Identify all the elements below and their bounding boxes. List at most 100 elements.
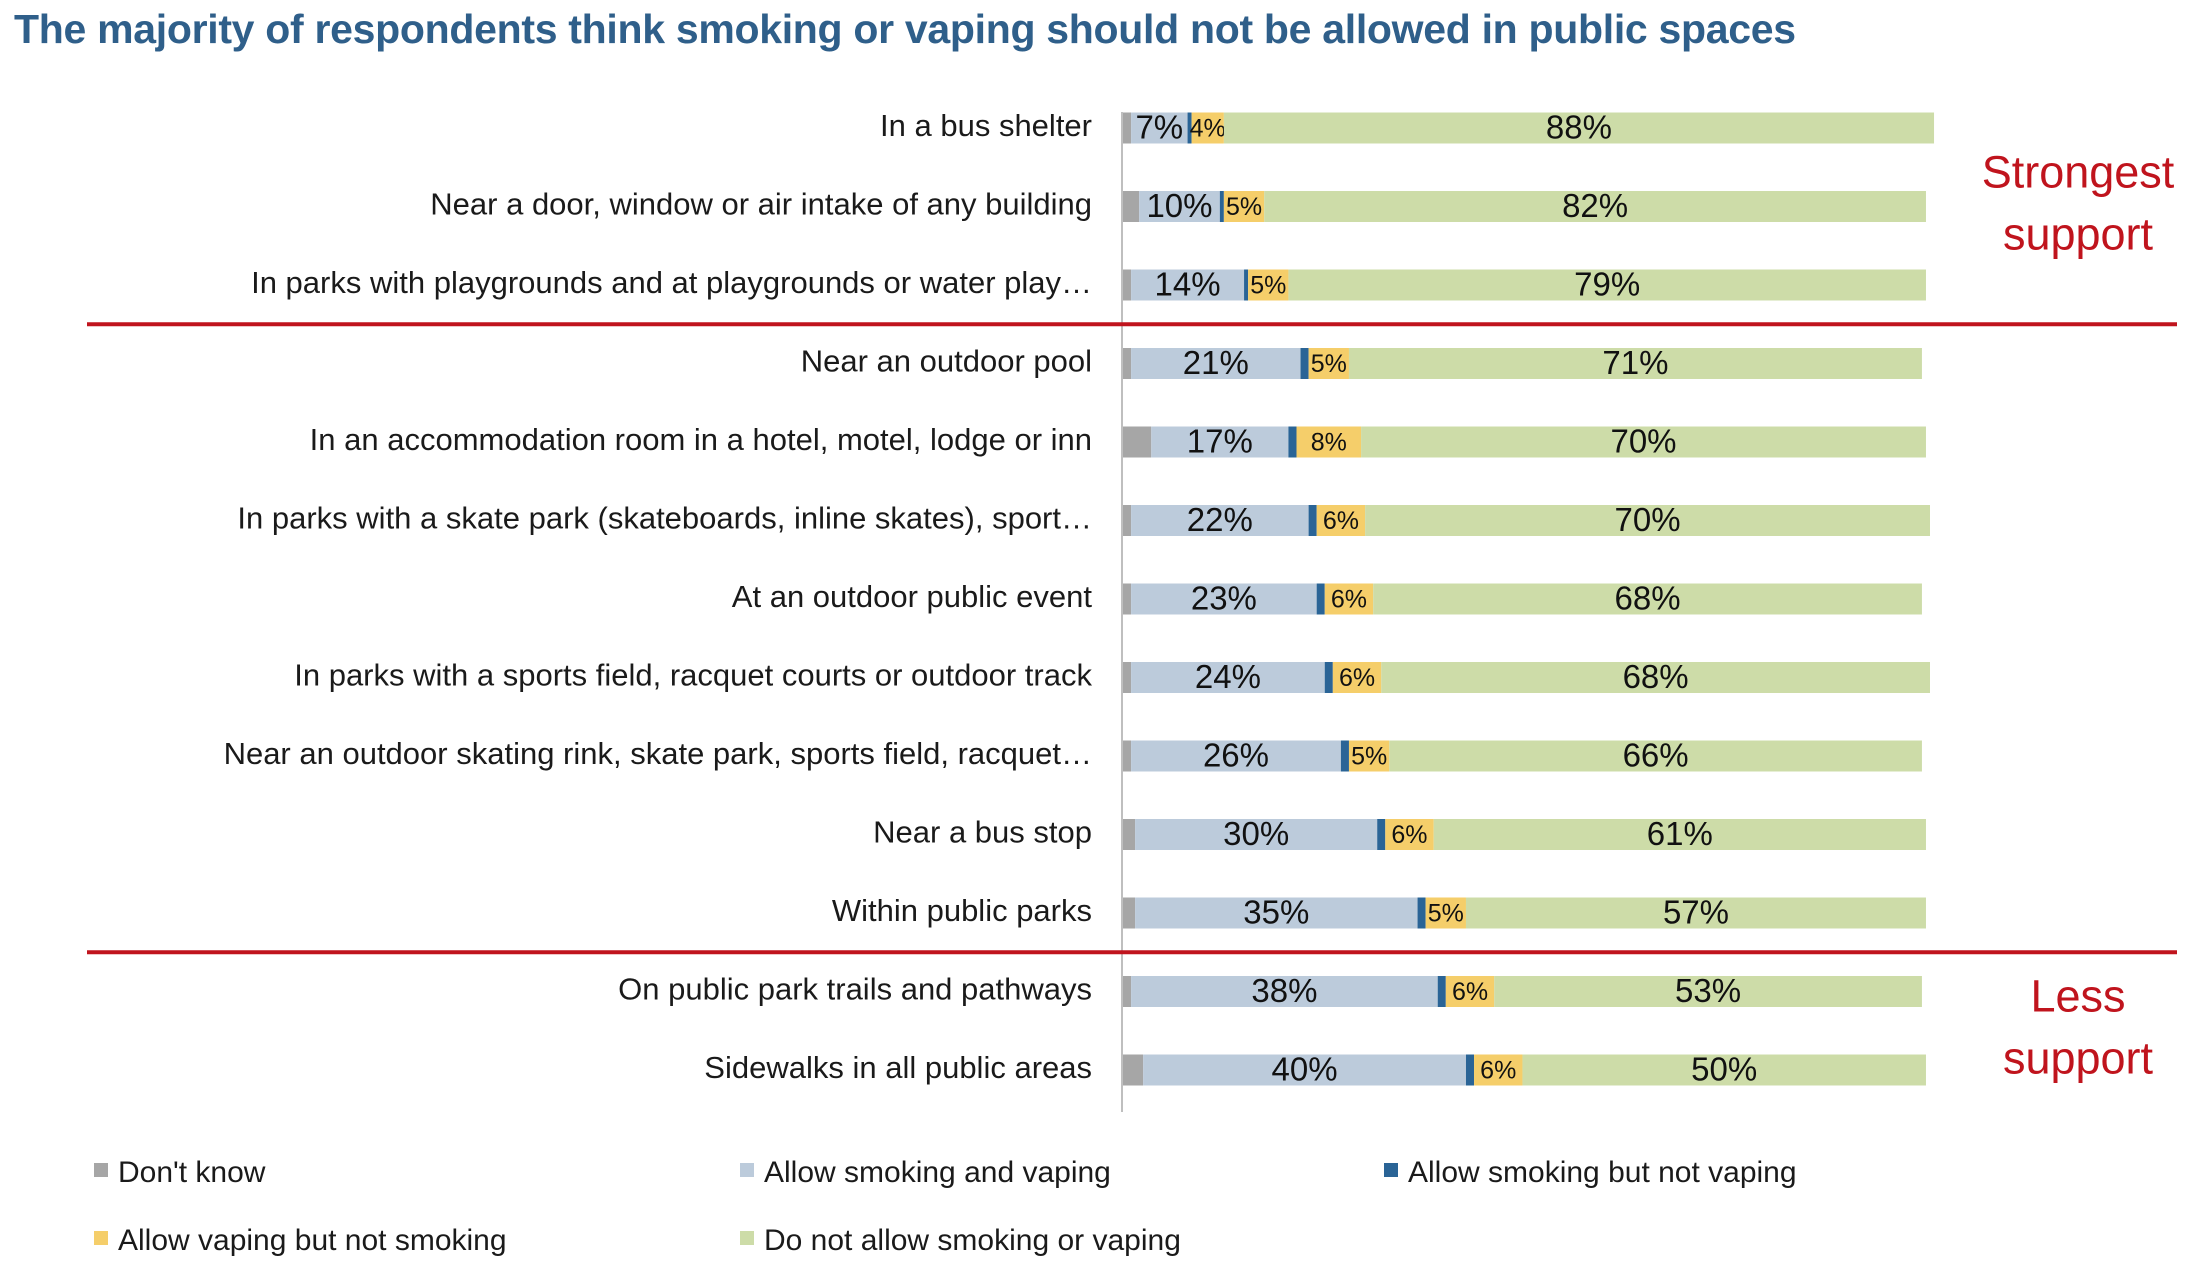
data-label: 5%: [1351, 743, 1387, 771]
bar-segment-allow-vaping-but-not-smoking: [1191, 112, 1224, 144]
bar-segment-do-not-allow-smoking-or-vaping: [1365, 505, 1930, 536]
bar-segment-allow-smoking-and-vaping: [1139, 191, 1220, 222]
data-label: 70%: [1610, 423, 1676, 460]
bar-segment-don-t-know: [1123, 662, 1132, 693]
data-label: 23%: [1191, 580, 1257, 617]
bar-segment-allow-vaping-but-not-smoking: [1474, 1054, 1523, 1086]
data-label: 79%: [1574, 266, 1640, 303]
category-label: Sidewalks in all public areas: [704, 1050, 1092, 1085]
category-label: Near an outdoor skating rink, skate park…: [224, 736, 1092, 771]
data-label: 6%: [1339, 664, 1375, 692]
bar-segment-allow-smoking-but-not-vaping: [1437, 976, 1446, 1007]
bar-segment-do-not-allow-smoking-or-vaping: [1433, 819, 1926, 850]
bar-segment-allow-smoking-and-vaping: [1131, 112, 1188, 144]
category-label: Within public parks: [832, 893, 1092, 928]
data-label: 38%: [1251, 972, 1317, 1009]
group-annotation: support: [2003, 208, 2154, 259]
legend-swatch-allow-smoking-but-not-vaping: [1384, 1163, 1398, 1177]
category-label: In parks with playgrounds and at playgro…: [251, 265, 1092, 300]
bar-segment-do-not-allow-smoking-or-vaping: [1223, 112, 1935, 144]
bar-segment-allow-smoking-and-vaping: [1131, 505, 1309, 536]
category-label: Near an outdoor pool: [801, 344, 1092, 379]
data-label: 6%: [1391, 821, 1427, 849]
bar-segment-allow-smoking-but-not-vaping: [1377, 819, 1386, 850]
legend-swatch-don-t-know: [94, 1163, 108, 1177]
category-label: Near a bus stop: [873, 815, 1092, 850]
bar-segment-allow-smoking-and-vaping: [1131, 976, 1438, 1007]
data-label: 5%: [1311, 350, 1347, 378]
data-label: 70%: [1615, 501, 1681, 538]
category-label: In a bus shelter: [880, 108, 1092, 143]
bar-segment-don-t-know: [1123, 112, 1132, 144]
bar-segment-don-t-know: [1123, 1054, 1144, 1086]
data-label: 26%: [1203, 737, 1269, 774]
bar-segment-allow-smoking-and-vaping: [1135, 819, 1378, 850]
category-label: On public park trails and pathways: [618, 972, 1092, 1007]
legend-entry: Allow smoking and vaping: [764, 1156, 1111, 1189]
bar-segment-don-t-know: [1123, 740, 1132, 772]
data-label: 40%: [1272, 1051, 1338, 1088]
legend-entry: Do not allow smoking or vaping: [764, 1224, 1181, 1257]
bar-segment-do-not-allow-smoking-or-vaping: [1288, 269, 1926, 301]
bar-segment-allow-vaping-but-not-smoking: [1332, 662, 1382, 693]
data-label: 66%: [1623, 737, 1689, 774]
category-label: Near a door, window or air intake of any…: [430, 187, 1092, 222]
bar-segment-do-not-allow-smoking-or-vaping: [1465, 897, 1926, 929]
data-label: 71%: [1602, 344, 1668, 381]
category-label: At an outdoor public event: [732, 579, 1093, 614]
group-annotation: support: [2003, 1033, 2154, 1084]
bar-segment-allow-smoking-but-not-vaping: [1340, 740, 1349, 772]
data-label: 14%: [1155, 266, 1221, 303]
bar-segment-allow-smoking-but-not-vaping: [1187, 112, 1192, 144]
bar-segment-don-t-know: [1123, 191, 1140, 222]
data-label: 82%: [1562, 187, 1628, 224]
bar-segment-don-t-know: [1123, 819, 1136, 850]
bar-segment-allow-smoking-but-not-vaping: [1308, 505, 1317, 536]
chart-title: The majority of respondents think smokin…: [14, 6, 1796, 52]
bar-segment-allow-smoking-but-not-vaping: [1300, 348, 1309, 379]
bar-segment-do-not-allow-smoking-or-vaping: [1264, 191, 1926, 222]
data-label: 88%: [1546, 109, 1612, 146]
bar-segment-do-not-allow-smoking-or-vaping: [1522, 1054, 1926, 1086]
category-label: In parks with a skate park (skateboards,…: [237, 501, 1092, 536]
bar-segment-don-t-know: [1123, 583, 1132, 615]
bar-segment-allow-smoking-and-vaping: [1135, 897, 1418, 929]
bar-segment-allow-smoking-but-not-vaping: [1219, 191, 1224, 222]
bar-segment-allow-smoking-but-not-vaping: [1288, 426, 1297, 458]
bar-segment-allow-vaping-but-not-smoking: [1445, 976, 1495, 1007]
category-label: In an accommodation room in a hotel, mot…: [310, 422, 1092, 457]
bar-segment-allow-smoking-and-vaping: [1131, 583, 1317, 615]
legend-swatch-allow-vaping-but-not-smoking: [94, 1231, 108, 1245]
bar-segment-allow-smoking-and-vaping: [1131, 740, 1341, 772]
bar-segment-don-t-know: [1123, 505, 1132, 536]
data-label: 22%: [1187, 501, 1253, 538]
bar-segment-allow-smoking-and-vaping: [1131, 269, 1245, 301]
bar-segment-do-not-allow-smoking-or-vaping: [1373, 583, 1922, 615]
data-label: 17%: [1187, 423, 1253, 460]
legend-entry: Allow vaping but not smoking: [118, 1224, 507, 1257]
category-label: In parks with a sports field, racquet co…: [294, 658, 1092, 693]
data-label: 6%: [1331, 586, 1367, 614]
data-label: 5%: [1226, 193, 1262, 221]
bar-segment-allow-smoking-but-not-vaping: [1417, 897, 1426, 929]
data-label: 21%: [1183, 344, 1249, 381]
data-label: 6%: [1480, 1057, 1516, 1085]
data-label: 68%: [1623, 658, 1689, 695]
bar-segment-allow-vaping-but-not-smoking: [1316, 505, 1366, 536]
bar-segment-allow-vaping-but-not-smoking: [1385, 819, 1434, 850]
data-label: 68%: [1615, 580, 1681, 617]
bar-segment-don-t-know: [1123, 269, 1132, 301]
bar-segment-allow-vaping-but-not-smoking: [1248, 269, 1289, 301]
bar-segment-do-not-allow-smoking-or-vaping: [1361, 426, 1926, 458]
bar-segment-allow-vaping-but-not-smoking: [1324, 583, 1374, 615]
data-label: 5%: [1428, 900, 1464, 928]
bar-segment-allow-vaping-but-not-smoking: [1296, 426, 1362, 458]
group-annotation: Less: [2030, 971, 2125, 1022]
legend-entry: Don't know: [118, 1156, 266, 1189]
bar-segment-allow-smoking-and-vaping: [1131, 348, 1301, 379]
legend-swatch-allow-smoking-and-vaping: [740, 1163, 754, 1177]
bar-segment-allow-smoking-but-not-vaping: [1324, 662, 1333, 693]
bar-segment-don-t-know: [1123, 976, 1132, 1007]
bar-segment-don-t-know: [1123, 897, 1136, 929]
